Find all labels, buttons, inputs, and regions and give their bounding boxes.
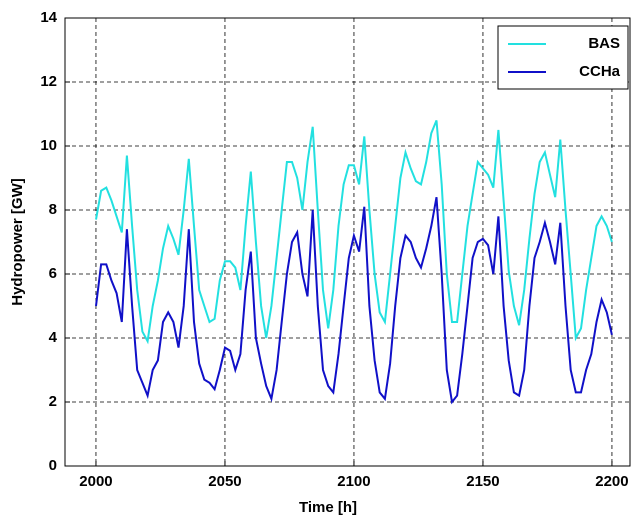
plot-area — [65, 18, 630, 466]
x-tick-label: 2200 — [595, 473, 628, 490]
x-tick-label: 2050 — [208, 473, 241, 490]
y-tick-label: 4 — [49, 329, 58, 346]
y-tick-label: 0 — [49, 457, 57, 474]
line — [95, 197, 613, 405]
legend-label: CCHa — [579, 63, 620, 80]
y-tick-label: 14 — [40, 9, 57, 26]
y-tick-label: 12 — [40, 73, 57, 90]
y-tick-label: 2 — [49, 393, 57, 410]
plot-frame — [64, 17, 631, 467]
y-tick-label: 8 — [49, 201, 57, 218]
x-tick-label: 2150 — [466, 473, 499, 490]
legend-box — [497, 25, 629, 90]
legend-label: BAS — [588, 35, 620, 52]
y-tick-label: 10 — [40, 137, 57, 154]
x-axis-label: Time [h] — [299, 499, 357, 516]
y-axis-label: Hydropower [GW] — [9, 178, 26, 306]
y-tick-label: 6 — [49, 265, 57, 282]
x-tick-label: 2100 — [337, 473, 370, 490]
line — [95, 120, 613, 345]
x-tick-label: 2000 — [79, 473, 112, 490]
